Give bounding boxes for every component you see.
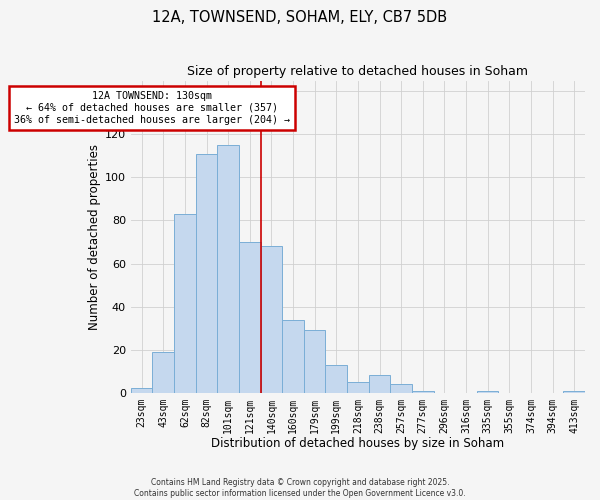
Y-axis label: Number of detached properties: Number of detached properties bbox=[88, 144, 101, 330]
X-axis label: Distribution of detached houses by size in Soham: Distribution of detached houses by size … bbox=[211, 437, 505, 450]
Bar bbox=[347, 382, 369, 392]
Bar bbox=[282, 320, 304, 392]
Bar bbox=[196, 154, 217, 392]
Bar bbox=[174, 214, 196, 392]
Bar bbox=[260, 246, 282, 392]
Title: Size of property relative to detached houses in Soham: Size of property relative to detached ho… bbox=[187, 65, 529, 78]
Bar bbox=[477, 390, 499, 392]
Bar bbox=[412, 390, 434, 392]
Bar bbox=[239, 242, 260, 392]
Bar bbox=[152, 352, 174, 393]
Bar bbox=[131, 388, 152, 392]
Bar bbox=[391, 384, 412, 392]
Text: 12A TOWNSEND: 130sqm
← 64% of detached houses are smaller (357)
36% of semi-deta: 12A TOWNSEND: 130sqm ← 64% of detached h… bbox=[14, 92, 290, 124]
Text: 12A, TOWNSEND, SOHAM, ELY, CB7 5DB: 12A, TOWNSEND, SOHAM, ELY, CB7 5DB bbox=[152, 10, 448, 25]
Bar bbox=[217, 145, 239, 392]
Bar bbox=[325, 364, 347, 392]
Bar bbox=[369, 376, 391, 392]
Bar bbox=[563, 390, 585, 392]
Bar bbox=[304, 330, 325, 392]
Text: Contains HM Land Registry data © Crown copyright and database right 2025.
Contai: Contains HM Land Registry data © Crown c… bbox=[134, 478, 466, 498]
